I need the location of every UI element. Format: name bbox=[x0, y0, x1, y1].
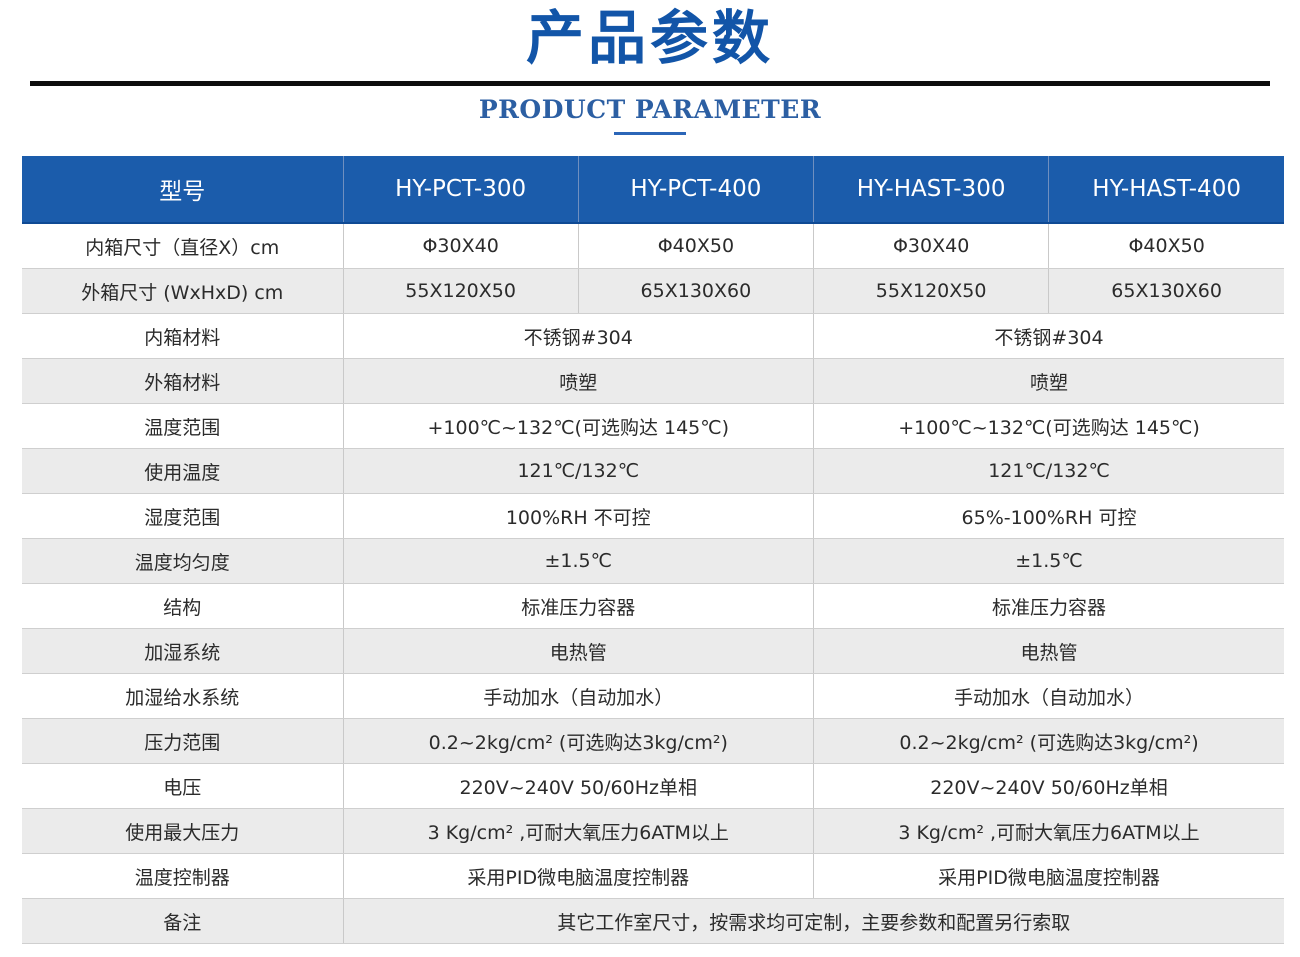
row-label: 温度均匀度 bbox=[22, 538, 343, 584]
table-cell: Φ30X40 bbox=[342, 223, 579, 269]
header-row: 型号 HY-PCT-300 HY-PCT-400 HY-HAST-300 HY-… bbox=[22, 156, 1284, 224]
table-row-outer-material: 外箱材料 喷塑 喷塑 bbox=[22, 358, 1284, 404]
row-label: 电压 bbox=[22, 763, 343, 809]
row-label: 压力范围 bbox=[22, 718, 343, 764]
table-cell-hast: 标准压力容器 bbox=[813, 583, 1284, 629]
table-cell-pct: 喷塑 bbox=[342, 358, 814, 404]
table-cell-hast: 220V~240V 50/60Hz单相 bbox=[813, 763, 1284, 809]
table-cell-pct: 3 Kg/cm² ,可耐大氧压力6ATM以上 bbox=[342, 808, 814, 854]
table-cell-hast: 121℃/132℃ bbox=[813, 448, 1284, 494]
table-cell-pct: 220V~240V 50/60Hz单相 bbox=[342, 763, 814, 809]
table-cell: Φ30X40 bbox=[812, 223, 1049, 269]
product-parameter-table: 型号 HY-PCT-300 HY-PCT-400 HY-HAST-300 HY-… bbox=[22, 156, 1284, 944]
table-row-water-supply: 加湿给水系统 手动加水（自动加水） 手动加水（自动加水） bbox=[22, 673, 1284, 719]
table-row-voltage: 电压 220V~240V 50/60Hz单相 220V~240V 50/60Hz… bbox=[22, 763, 1284, 809]
table-cell-pct: 采用PID微电脑温度控制器 bbox=[342, 853, 814, 899]
row-label: 加湿系统 bbox=[22, 628, 343, 674]
table-row-humidify-system: 加湿系统 电热管 电热管 bbox=[22, 628, 1284, 674]
table-row-pressure-range: 压力范围 0.2~2kg/cm² (可选购达3kg/cm²) 0.2~2kg/c… bbox=[22, 718, 1284, 764]
table-row-temp-controller: 温度控制器 采用PID微电脑温度控制器 采用PID微电脑温度控制器 bbox=[22, 853, 1284, 899]
table-cell-hast: 电热管 bbox=[813, 628, 1284, 674]
header-hy-pct-400: HY-PCT-400 bbox=[577, 156, 814, 224]
table-cell-pct: 电热管 bbox=[342, 628, 814, 674]
table-cell: 55X120X50 bbox=[342, 268, 579, 314]
table-row-inner-size: 内箱尺寸（直径X）cm Φ30X40 Φ40X50 Φ30X40 Φ40X50 bbox=[22, 223, 1284, 269]
table-row-temp-uniformity: 温度均匀度 ±1.5℃ ±1.5℃ bbox=[22, 538, 1284, 584]
table-cell: Φ40X50 bbox=[1048, 223, 1284, 269]
table-cell-pct: 0.2~2kg/cm² (可选购达3kg/cm²) bbox=[342, 718, 814, 764]
table-row-outer-size: 外箱尺寸 (WxHxD) cm 55X120X50 65X130X60 55X1… bbox=[22, 268, 1284, 314]
table-cell-hast: 不锈钢#304 bbox=[813, 313, 1284, 359]
table-cell-hast: ±1.5℃ bbox=[813, 538, 1284, 584]
table-row-structure: 结构 标准压力容器 标准压力容器 bbox=[22, 583, 1284, 629]
remark-cell: 其它工作室尺寸，按需求均可定制，主要参数和配置另行索取 bbox=[342, 898, 1284, 944]
row-label: 加湿给水系统 bbox=[22, 673, 343, 719]
page-subtitle: PRODUCT PARAMETER bbox=[478, 95, 822, 124]
table-cell-hast: 3 Kg/cm² ,可耐大氧压力6ATM以上 bbox=[813, 808, 1284, 854]
table-cell-hast: 喷塑 bbox=[813, 358, 1284, 404]
table-row-max-pressure: 使用最大压力 3 Kg/cm² ,可耐大氧压力6ATM以上 3 Kg/cm² ,… bbox=[22, 808, 1284, 854]
table-header: 型号 HY-PCT-300 HY-PCT-400 HY-HAST-300 HY-… bbox=[22, 156, 1284, 224]
row-label: 外箱材料 bbox=[22, 358, 343, 404]
table-row-humidity-range: 湿度范围 100%RH 不可控 65%-100%RH 可控 bbox=[22, 493, 1284, 539]
title-divider bbox=[30, 81, 1270, 86]
table-cell: 55X120X50 bbox=[812, 268, 1049, 314]
table-cell-hast: +100℃~132℃(可选购达 145℃) bbox=[813, 403, 1284, 449]
row-label: 温度控制器 bbox=[22, 853, 343, 899]
row-label: 使用温度 bbox=[22, 448, 343, 494]
table-cell-pct: 121℃/132℃ bbox=[342, 448, 814, 494]
row-label: 内箱材料 bbox=[22, 313, 343, 359]
row-label: 温度范围 bbox=[22, 403, 343, 449]
table-body: 内箱尺寸（直径X）cm Φ30X40 Φ40X50 Φ30X40 Φ40X50 … bbox=[22, 223, 1284, 944]
table-cell-pct: 100%RH 不可控 bbox=[342, 493, 814, 539]
table-cell-pct: +100℃~132℃(可选购达 145℃) bbox=[342, 403, 814, 449]
table-cell-pct: ±1.5℃ bbox=[342, 538, 814, 584]
header-hy-hast-300: HY-HAST-300 bbox=[812, 156, 1049, 224]
row-label: 结构 bbox=[22, 583, 343, 629]
table-cell: Φ40X50 bbox=[577, 223, 814, 269]
table-cell-hast: 0.2~2kg/cm² (可选购达3kg/cm²) bbox=[813, 718, 1284, 764]
header-model: 型号 bbox=[22, 156, 343, 224]
table-row-remark: 备注 其它工作室尺寸，按需求均可定制，主要参数和配置另行索取 bbox=[22, 898, 1284, 944]
table-cell: 65X130X60 bbox=[1048, 268, 1284, 314]
table-cell-pct: 手动加水（自动加水） bbox=[342, 673, 814, 719]
row-label: 内箱尺寸（直径X）cm bbox=[22, 223, 343, 269]
row-label: 备注 bbox=[22, 898, 343, 944]
table-row-temp-range: 温度范围 +100℃~132℃(可选购达 145℃) +100℃~132℃(可选… bbox=[22, 403, 1284, 449]
table-cell: 65X130X60 bbox=[577, 268, 814, 314]
header-hy-pct-300: HY-PCT-300 bbox=[342, 156, 579, 224]
table-cell-hast: 手动加水（自动加水） bbox=[813, 673, 1284, 719]
row-label: 外箱尺寸 (WxHxD) cm bbox=[22, 268, 343, 314]
table-row-use-temp: 使用温度 121℃/132℃ 121℃/132℃ bbox=[22, 448, 1284, 494]
table-cell-pct: 标准压力容器 bbox=[342, 583, 814, 629]
table-row-inner-material: 内箱材料 不锈钢#304 不锈钢#304 bbox=[22, 313, 1284, 359]
table-cell-pct: 不锈钢#304 bbox=[342, 313, 814, 359]
header-hy-hast-400: HY-HAST-400 bbox=[1048, 156, 1284, 224]
table-cell-hast: 采用PID微电脑温度控制器 bbox=[813, 853, 1284, 899]
table-cell-hast: 65%-100%RH 可控 bbox=[813, 493, 1284, 539]
page-title: 产品参数 bbox=[525, 4, 774, 72]
row-label: 湿度范围 bbox=[22, 493, 343, 539]
subtitle-underline bbox=[614, 132, 686, 135]
row-label: 使用最大压力 bbox=[22, 808, 343, 854]
